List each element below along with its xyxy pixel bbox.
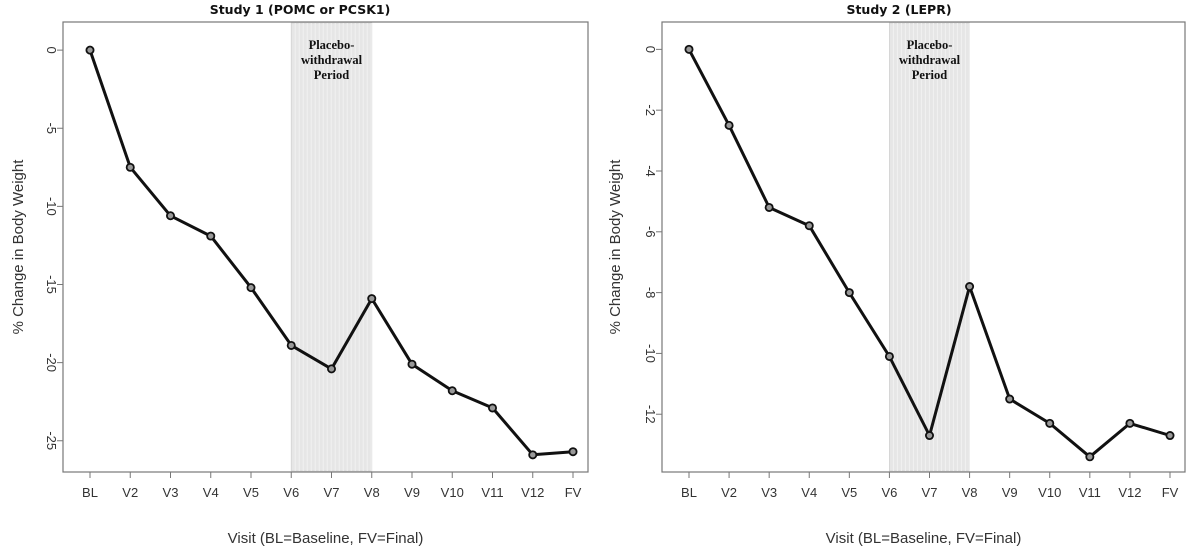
x-tick-label: V11 — [481, 485, 503, 500]
y-tick-label: -20 — [44, 353, 59, 372]
x-tick-label: V6 — [881, 485, 897, 500]
chart-title: Study 2 (LEPR) — [846, 2, 951, 17]
x-axis-label: Visit (BL=Baseline, FV=Final) — [826, 530, 1022, 547]
x-tick-label: V11 — [1079, 485, 1101, 500]
shaded-region-label: Placebo- — [907, 38, 953, 52]
data-point — [568, 447, 578, 457]
y-tick-label: -8 — [643, 287, 658, 299]
shaded-region-label: withdrawal — [301, 53, 363, 67]
data-point — [1005, 394, 1015, 404]
y-tick-label: 0 — [44, 47, 59, 54]
data-point — [924, 431, 934, 441]
data-point — [1165, 431, 1175, 441]
x-tick-label: BL — [681, 485, 697, 500]
data-point — [804, 221, 814, 231]
x-tick-label: V4 — [801, 485, 817, 500]
shaded-region-label: Period — [912, 68, 947, 82]
x-tick-label: V9 — [1002, 485, 1018, 500]
line-chart-study-1: Study 1 (POMC or PCSK1) Placebo-withdrawa… — [10, 2, 589, 547]
data-point — [965, 282, 975, 292]
x-tick-label: V7 — [324, 485, 340, 500]
shaded-region-label: Placebo- — [309, 38, 355, 52]
x-tick-label: V9 — [404, 485, 420, 500]
plot-frame — [661, 21, 1186, 473]
data-point — [206, 231, 216, 241]
x-tick-label: V8 — [962, 485, 978, 500]
shaded-region-label: Period — [314, 68, 349, 82]
x-tick-label: V12 — [1118, 485, 1141, 500]
x-tick-label: V5 — [243, 485, 259, 500]
data-point — [487, 403, 497, 413]
data-point — [1045, 418, 1055, 428]
data-point — [286, 340, 296, 350]
data-point — [246, 283, 256, 293]
y-tick-label: -2 — [643, 104, 658, 116]
data-point — [326, 364, 336, 374]
data-point — [447, 386, 457, 396]
x-tick-label: FV — [1162, 485, 1179, 500]
x-tick-label: V4 — [203, 485, 219, 500]
x-tick-label: FV — [565, 485, 582, 500]
x-tick-label: V2 — [721, 485, 737, 500]
data-point — [844, 288, 854, 298]
y-tick-label: -25 — [44, 431, 59, 450]
shaded-region-label: withdrawal — [899, 53, 961, 67]
data-point — [407, 359, 417, 369]
x-tick-label: V3 — [761, 485, 777, 500]
x-tick-label: V3 — [163, 485, 179, 500]
y-tick-label: -6 — [643, 226, 658, 238]
y-tick-label: -5 — [44, 122, 59, 134]
data-point — [528, 450, 538, 460]
y-tick-label: -10 — [643, 344, 658, 363]
x-tick-label: V10 — [1038, 485, 1061, 500]
data-point — [1085, 452, 1095, 462]
data-point — [684, 44, 694, 54]
x-tick-label: V12 — [521, 485, 544, 500]
data-point — [1125, 418, 1135, 428]
x-tick-label: V8 — [364, 485, 380, 500]
x-tick-label: V7 — [922, 485, 938, 500]
x-tick-label: V10 — [441, 485, 464, 500]
chart-panel-study-1: Study 1 (POMC or PCSK1) Placebo-withdrawa… — [0, 0, 590, 550]
plot-frame — [62, 21, 589, 473]
data-point — [125, 162, 135, 172]
data-point — [85, 45, 95, 55]
data-point — [764, 202, 774, 212]
x-axis-label: Visit (BL=Baseline, FV=Final) — [228, 530, 424, 547]
chart-panel-study-2: Study 2 (LEPR) Placebo-withdrawal Period 0 -… — [597, 0, 1187, 550]
y-tick-label: -10 — [44, 197, 59, 216]
chart-title: Study 1 (POMC or PCSK1) — [210, 2, 391, 17]
y-axis-label: % Change in Body Weight — [607, 159, 624, 335]
y-tick-label: 0 — [643, 46, 658, 53]
y-tick-label: -12 — [643, 405, 658, 424]
data-point — [724, 120, 734, 130]
data-point — [165, 211, 175, 221]
x-tick-label: V2 — [122, 485, 138, 500]
x-tick-label: V5 — [841, 485, 857, 500]
x-tick-label: BL — [82, 485, 98, 500]
data-point — [884, 351, 894, 361]
y-tick-label: -4 — [643, 165, 658, 177]
x-tick-label: V6 — [283, 485, 299, 500]
y-tick-label: -15 — [44, 275, 59, 294]
y-axis-label: % Change in Body Weight — [10, 159, 27, 335]
data-point — [367, 294, 377, 304]
